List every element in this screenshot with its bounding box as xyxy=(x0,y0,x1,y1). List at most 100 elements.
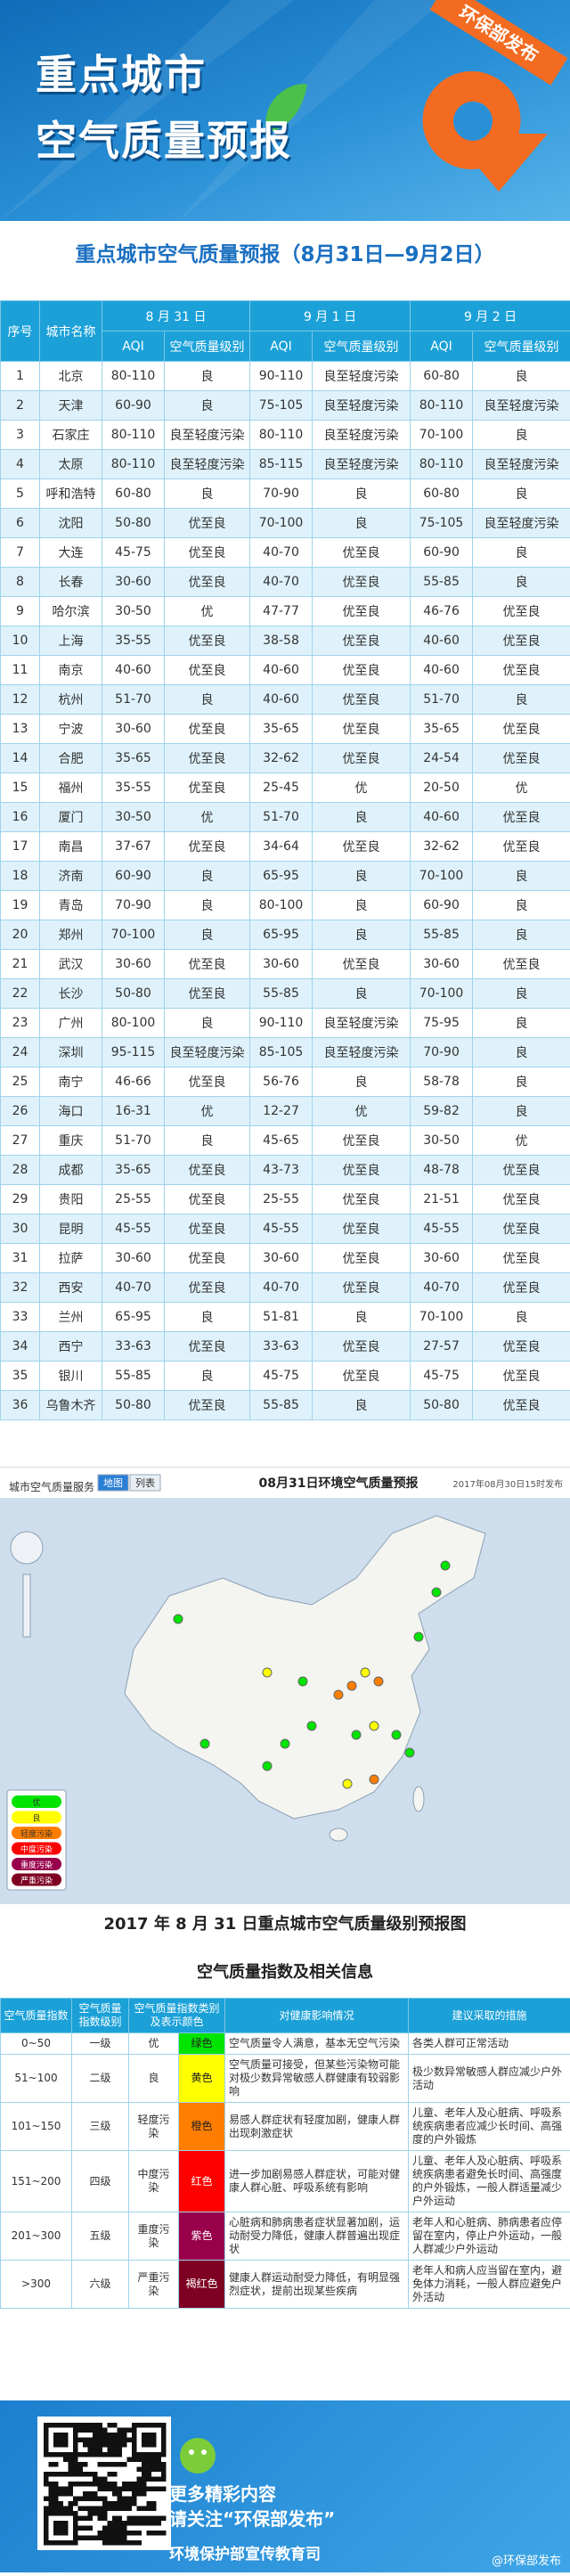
qr-cell xyxy=(69,2462,74,2467)
qr-cell xyxy=(73,2540,78,2546)
table-cell: 45-75 xyxy=(102,538,165,568)
qr-cell xyxy=(44,2511,49,2516)
qr-cell xyxy=(142,2477,147,2482)
table-cell: 良至轻度污染 xyxy=(473,509,570,538)
qr-cell xyxy=(161,2462,167,2467)
qr-cell xyxy=(137,2482,142,2487)
qr-cell xyxy=(132,2482,137,2487)
zoom-bar[interactable] xyxy=(23,1574,30,1637)
sub-header: AQI xyxy=(411,331,473,362)
table-cell: 南京 xyxy=(40,656,102,685)
qr-cell xyxy=(73,2516,78,2522)
table-cell: 良 xyxy=(473,1038,570,1067)
header-cell: 对健康影响情况 xyxy=(225,1999,409,2033)
qr-cell xyxy=(93,2497,98,2502)
table-cell: 37-67 xyxy=(102,832,165,862)
table-cell: 五级 xyxy=(72,2212,129,2261)
qr-cell xyxy=(157,2423,162,2428)
qr-cell xyxy=(83,2526,88,2531)
table-cell: 优 xyxy=(165,597,250,626)
table-cell: 80-110 xyxy=(411,391,473,421)
qr-cell xyxy=(83,2442,88,2448)
table-cell: 30-60 xyxy=(102,950,165,979)
table-cell: 良 xyxy=(313,479,411,509)
qr-cell xyxy=(151,2438,157,2443)
table-cell: 12 xyxy=(1,685,40,715)
qr-cell xyxy=(98,2531,103,2536)
tab-label[interactable]: 列表 xyxy=(135,1476,155,1489)
service-name: 城市空气质量服务 xyxy=(9,1480,94,1493)
table-cell: 广州 xyxy=(40,1009,102,1038)
qr-cell xyxy=(53,2501,59,2506)
qr-cell xyxy=(142,2452,147,2457)
qr-cell xyxy=(102,2531,108,2536)
table-cell: 良至轻度污染 xyxy=(313,1009,411,1038)
table-cell: 优至良 xyxy=(313,568,411,597)
qr-cell xyxy=(122,2506,127,2512)
qr-cell xyxy=(53,2521,59,2526)
qr-cell xyxy=(53,2491,59,2497)
table-cell: 优至良 xyxy=(313,656,411,685)
table-cell: 北京 xyxy=(40,362,102,391)
qr-cell xyxy=(88,2472,94,2477)
qr-cell xyxy=(83,2497,88,2502)
table-cell: 极少数异常敏感人群应减少户外活动 xyxy=(409,2055,570,2103)
qr-cell xyxy=(108,2487,113,2492)
table-cell: 20-50 xyxy=(411,773,473,803)
table-cell: 良 xyxy=(165,1303,250,1332)
qr-cell xyxy=(73,2438,78,2443)
tab-label[interactable]: 地图 xyxy=(103,1477,123,1489)
table-cell: 7 xyxy=(1,538,40,568)
table-cell: 40-70 xyxy=(102,1273,165,1303)
qr-cell xyxy=(137,2521,142,2526)
qr-cell xyxy=(108,2536,113,2541)
qr-cell xyxy=(63,2472,69,2477)
qr-cell xyxy=(132,2487,137,2492)
color-cell: 紫色 xyxy=(179,2212,225,2261)
qr-cell xyxy=(142,2472,147,2477)
qr-cell xyxy=(132,2438,137,2443)
table-cell: 15 xyxy=(1,773,40,803)
qr-cell xyxy=(157,2521,162,2526)
table-cell: 优至良 xyxy=(165,1332,250,1362)
table-cell: 优 xyxy=(473,1126,570,1156)
qr-cell xyxy=(137,2457,142,2463)
table-cell: 石家庄 xyxy=(40,421,102,450)
table-cell: 儿童、老年人及心脏病、呼吸系统疾病患者避免长时间、高强度的户外锻炼，一般人群适量… xyxy=(409,2151,570,2212)
qr-cell xyxy=(83,2428,88,2433)
qr-cell xyxy=(118,2526,123,2531)
qr-cell xyxy=(93,2433,98,2438)
qr-cell xyxy=(147,2487,152,2492)
qr-cell xyxy=(69,2511,74,2516)
table-cell: 45-75 xyxy=(250,1362,313,1391)
table-cell: 良 xyxy=(473,479,570,509)
header-row: 空气质量指数空气质量指数级别空气质量指数类别及表示颜色对健康影响情况建议采取的措… xyxy=(1,1999,570,2033)
banner-title-1: 重点城市 xyxy=(36,43,207,102)
qr-cell xyxy=(102,2433,108,2438)
qr-cell xyxy=(118,2536,123,2541)
table-cell: 成都 xyxy=(40,1156,102,1185)
table-cell: 优至良 xyxy=(313,1214,411,1244)
table-cell: 65-95 xyxy=(102,1303,165,1332)
qr-cell xyxy=(83,2462,88,2467)
qr-cell xyxy=(44,2497,49,2502)
table-cell: 45-55 xyxy=(411,1214,473,1244)
banner: 环保部发布 重点城市 空气质量预报 xyxy=(0,0,570,221)
table-cell: 易感人群症状有轻度加剧，健康人群出现刺激症状 xyxy=(225,2103,409,2151)
table-cell: 优至良 xyxy=(473,597,570,626)
qr-cell xyxy=(93,2506,98,2512)
sub-header: 空气质量级别 xyxy=(313,331,411,362)
qr-cell xyxy=(59,2442,64,2448)
qr-cell xyxy=(161,2516,167,2522)
city-dot xyxy=(370,1775,379,1784)
qr-cell xyxy=(98,2448,103,2453)
qr-cell xyxy=(161,2467,167,2473)
pan-ring[interactable] xyxy=(11,1532,43,1564)
